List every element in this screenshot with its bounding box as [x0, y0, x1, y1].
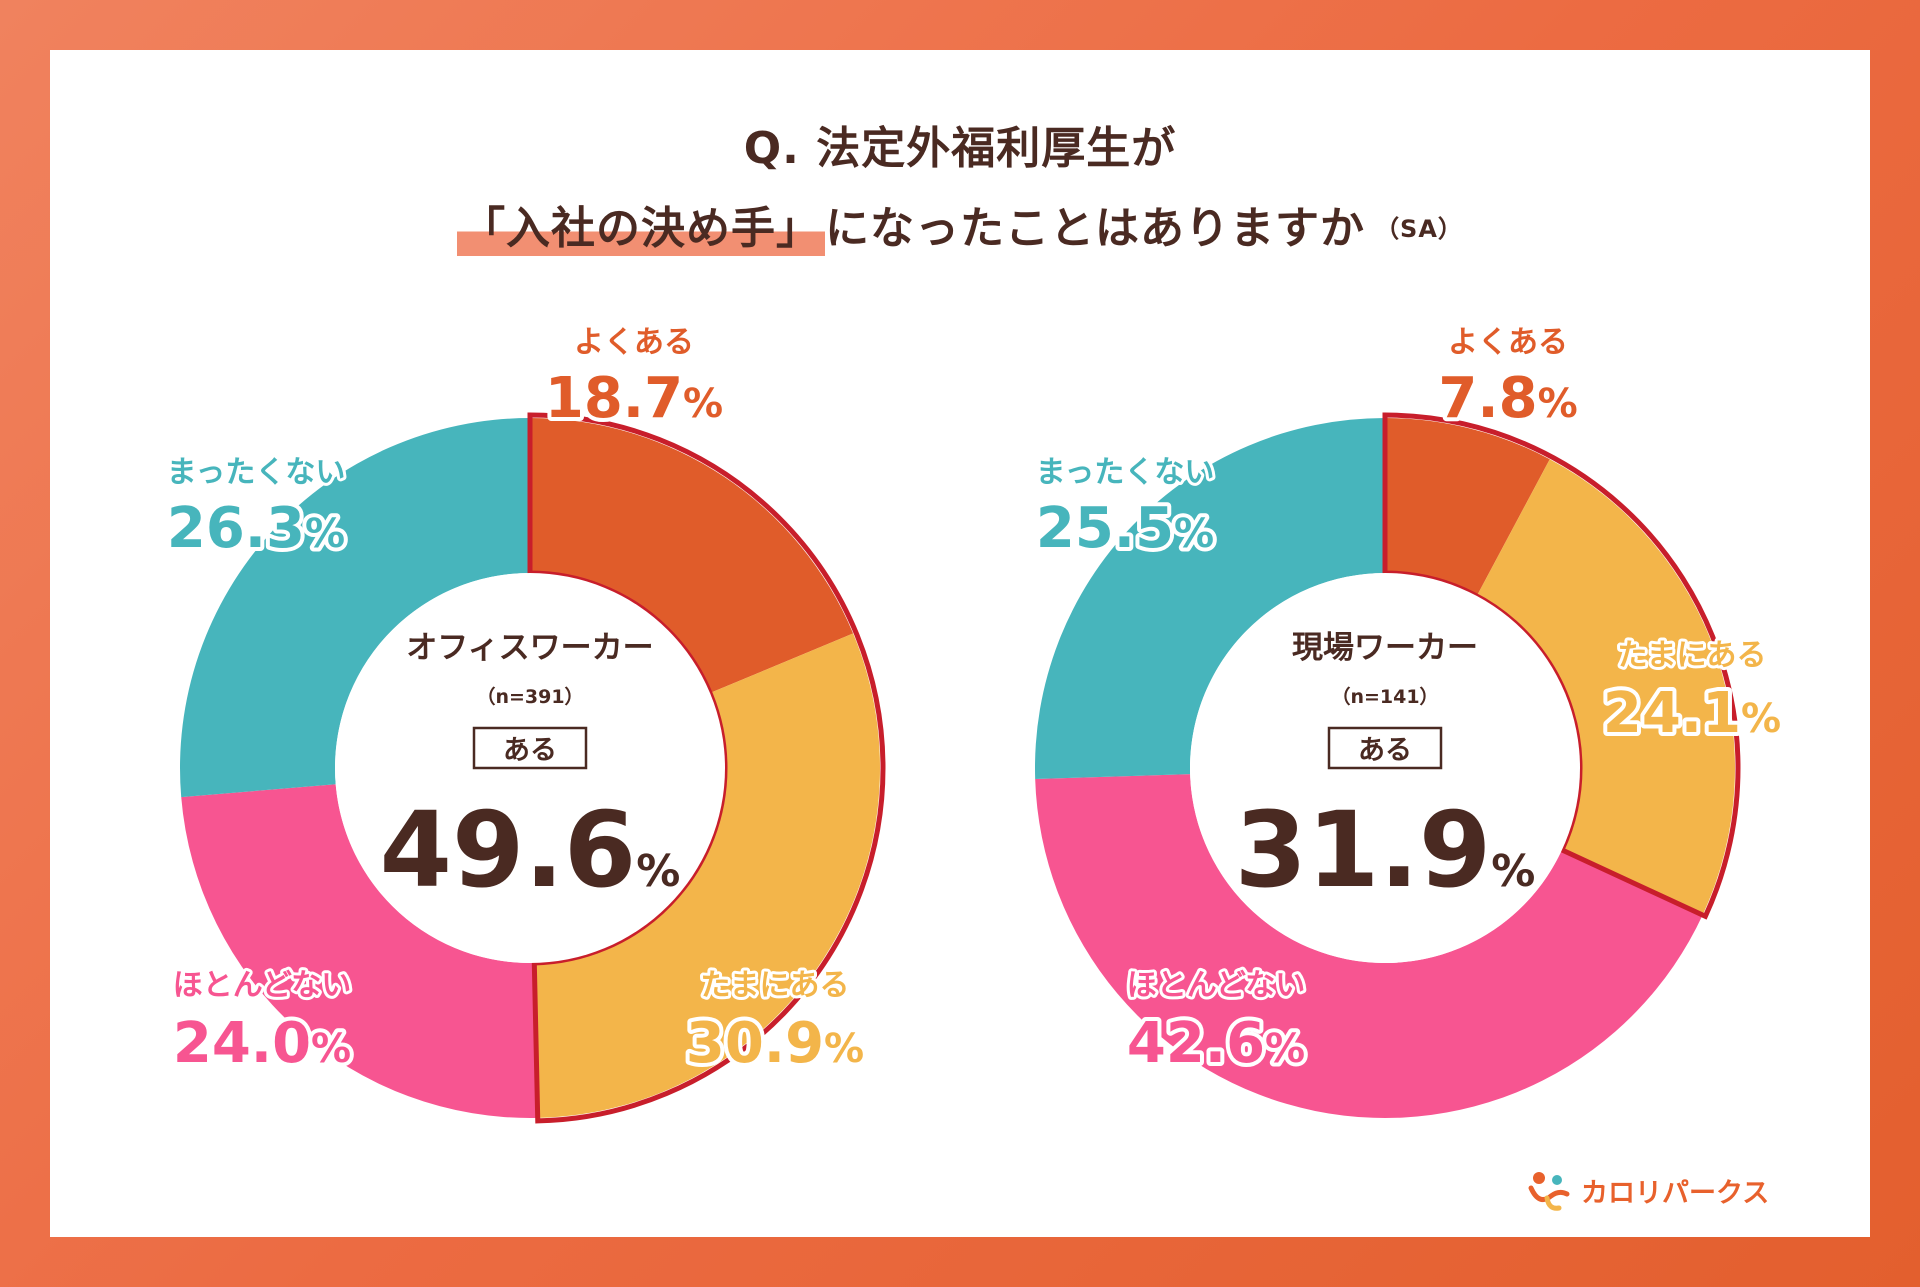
answer-type-tag: （SA）: [1375, 215, 1463, 243]
slice-value-number: 18.7: [545, 366, 683, 431]
donut-chart-1: よくある 18.7% たまにある 30.9% ほとんどない 24.0% まったくない 26.3…: [163, 322, 886, 1124]
donut-slice: [1385, 418, 1550, 596]
slice-value-unit: %: [1265, 1026, 1305, 1072]
slice-value-unit: %: [305, 511, 345, 557]
aru-box: [1327, 726, 1443, 770]
slice-value-unit: %: [1741, 696, 1781, 742]
donut-slice: [180, 418, 531, 798]
slice-value: 18.7%: [545, 366, 723, 431]
slice-label: まったくない: [167, 455, 346, 490]
slice-value-number: 24.0: [173, 1011, 311, 1076]
slice-value-number: 7.8: [1438, 366, 1537, 431]
aru-total-number: 31.9: [1235, 789, 1492, 911]
aru-total: 31.9%: [1235, 789, 1536, 911]
aru-label: ある: [503, 735, 557, 766]
slice-value-unit: %: [1174, 511, 1214, 557]
slice-value: 26.3%: [167, 496, 345, 561]
slice-label: たまにある: [1617, 638, 1766, 673]
slice-value-number: 25.5: [1036, 496, 1174, 561]
figure-logo-icon: [1528, 1172, 1570, 1211]
slice-label: よくある: [574, 325, 694, 360]
slice-value-number: 24.1: [1603, 681, 1741, 746]
aru-total-unit: %: [636, 846, 680, 897]
brand-logo: カロリパークス: [1525, 1165, 1769, 1215]
question-subtitle-rest: になったことはありますか: [825, 203, 1366, 254]
aru-total-unit: %: [1491, 846, 1535, 897]
slice-value: 24.1%: [1603, 681, 1781, 746]
aru-box: [472, 726, 588, 770]
slice-value-number: 30.9: [686, 1011, 824, 1076]
slice-label: たまにある: [700, 968, 849, 1003]
question-title: Q. 法定外福利厚生が: [743, 123, 1177, 174]
slice-value-unit: %: [683, 381, 723, 427]
donut-slice: [530, 418, 854, 694]
aru-total: 49.6%: [380, 789, 681, 911]
sample-size-label: （n=141）: [1331, 685, 1438, 708]
slice-label: ほとんどない: [173, 968, 352, 1003]
slice-value: 7.8%: [1438, 366, 1577, 431]
donut-slice: [1035, 774, 1703, 1118]
aru-label: ある: [1358, 735, 1412, 766]
slice-value: 24.0%: [173, 1011, 351, 1076]
highlight-phrase: 「入社の決め手」: [457, 192, 826, 256]
slice-value: 42.6%: [1127, 1011, 1305, 1076]
slice-value-unit: %: [824, 1026, 864, 1072]
slice-label: まったくない: [1036, 455, 1215, 490]
donut-chart-2: よくある 7.8% たまにある 24.1% ほとんどない 42.6% まったくない 25.5%…: [1032, 322, 1785, 1118]
slice-value-unit: %: [311, 1026, 351, 1072]
donut-slice: [1035, 418, 1385, 779]
aru-total-number: 49.6: [380, 789, 637, 911]
slice-value-number: 42.6: [1127, 1011, 1265, 1076]
question-subtitle: 「入社の決め手」になったことはありますか （SA）: [0, 192, 1920, 256]
slice-value: 25.5%: [1036, 496, 1214, 561]
slice-label: よくある: [1448, 325, 1568, 360]
sample-size-label: （n=391）: [476, 685, 583, 708]
slice-label: ほとんどない: [1127, 968, 1306, 1003]
center-group-label: 現場ワーカー: [1292, 630, 1478, 666]
slice-value: 30.9%: [686, 1011, 864, 1076]
brand-name: カロリパークス: [1581, 1177, 1770, 1209]
donut-slice: [1476, 459, 1735, 916]
center-group-label: オフィスワーカー: [406, 630, 653, 666]
slice-value-unit: %: [1538, 381, 1578, 427]
donut-slice: [534, 633, 880, 1118]
donut-slice: [181, 784, 538, 1118]
slice-value-number: 26.3: [167, 496, 305, 561]
